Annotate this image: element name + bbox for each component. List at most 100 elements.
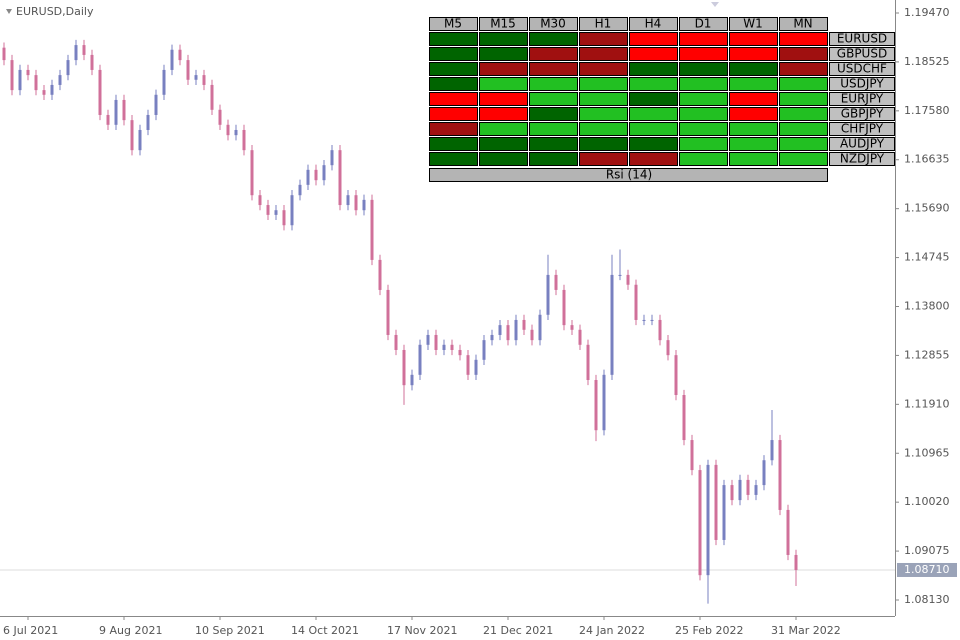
current-price-label: 1.08710 xyxy=(904,563,950,576)
y-tick-label: 1.12855 xyxy=(904,348,950,361)
candle-body xyxy=(538,314,542,341)
column-header-label: M30 xyxy=(540,17,566,31)
candle-body xyxy=(586,344,590,381)
signal-cell xyxy=(479,32,528,46)
signal-cell xyxy=(429,152,478,166)
signal-cell xyxy=(679,47,728,61)
signal-cell xyxy=(729,137,778,151)
x-tick-label: 25 Feb 2022 xyxy=(675,624,743,637)
candle-body xyxy=(338,150,342,206)
signal-cell xyxy=(729,47,778,61)
signal-cell xyxy=(729,92,778,106)
row-label: AUDJPY xyxy=(840,137,885,151)
signal-cell xyxy=(579,62,628,76)
candle-body xyxy=(514,319,518,341)
candle-body xyxy=(258,195,262,206)
candle-body xyxy=(210,84,214,110)
signal-cell xyxy=(529,152,578,166)
signal-cell xyxy=(629,152,678,166)
candle-body xyxy=(370,199,374,260)
candle-body xyxy=(610,274,614,375)
candle-body xyxy=(482,340,486,360)
candle-body xyxy=(546,274,550,315)
signal-cell xyxy=(579,107,628,121)
signal-cell xyxy=(629,92,678,106)
column-header xyxy=(429,17,478,31)
y-tick-label: 1.17580 xyxy=(904,104,950,117)
row-label: GBPUSD xyxy=(837,47,887,61)
candle-body xyxy=(690,440,694,471)
row-label-box xyxy=(829,107,895,121)
candle-body xyxy=(42,90,46,95)
signal-cell xyxy=(429,62,478,76)
candle-body xyxy=(362,199,366,211)
candle-body xyxy=(434,334,438,350)
signal-cell xyxy=(729,107,778,121)
signal-cell xyxy=(429,122,478,136)
candle-body xyxy=(66,60,70,76)
x-tick-label: 31 Mar 2022 xyxy=(771,624,841,637)
candle-body xyxy=(682,395,686,441)
x-tick-label: 6 Jul 2021 xyxy=(3,624,58,637)
candle-body xyxy=(490,334,494,341)
row-label: NZDJPY xyxy=(840,152,885,166)
signal-cell xyxy=(629,137,678,151)
candle-body xyxy=(186,60,190,80)
candle-body xyxy=(578,329,582,345)
column-header-label: H1 xyxy=(595,17,612,31)
signal-cell xyxy=(429,77,478,91)
candle-body xyxy=(450,344,454,350)
candle-body xyxy=(2,47,6,61)
x-tick-label: 9 Aug 2021 xyxy=(99,624,162,637)
signal-cell xyxy=(529,47,578,61)
signal-cell xyxy=(779,77,828,91)
candle-body xyxy=(106,114,110,125)
candle-body xyxy=(242,129,246,151)
column-header-label: W1 xyxy=(743,17,763,31)
signal-cell xyxy=(579,47,628,61)
signal-cell xyxy=(429,92,478,106)
signal-cell xyxy=(579,77,628,91)
candle-body xyxy=(642,319,646,321)
x-tick-label: 21 Dec 2021 xyxy=(483,624,553,637)
collapse-arrow[interactable] xyxy=(6,9,12,14)
candle-body xyxy=(658,319,662,341)
y-tick-label: 1.11910 xyxy=(904,397,950,410)
y-tick-label: 1.14745 xyxy=(904,251,950,264)
candle-body xyxy=(226,124,230,136)
candle-body xyxy=(770,440,774,461)
candle-body xyxy=(730,485,734,501)
x-tick-label: 17 Nov 2021 xyxy=(387,624,457,637)
candle-body xyxy=(114,99,118,125)
candle-body xyxy=(506,325,510,341)
candle-body xyxy=(290,195,294,226)
signal-cell xyxy=(729,62,778,76)
x-tick-label: 10 Sep 2021 xyxy=(195,624,265,637)
row-label-box xyxy=(829,137,895,151)
signal-cell xyxy=(479,152,528,166)
signal-cell xyxy=(679,62,728,76)
row-label: EURUSD xyxy=(837,32,887,46)
candle-body xyxy=(170,49,174,70)
candle-body xyxy=(202,75,206,85)
y-tick-label: 1.19470 xyxy=(904,6,950,19)
signal-cell xyxy=(529,122,578,136)
signal-cell xyxy=(779,62,828,76)
candle-body xyxy=(458,349,462,356)
candle-body xyxy=(602,374,606,431)
signal-cell xyxy=(629,77,678,91)
candle-body xyxy=(322,165,326,181)
signal-cell xyxy=(729,32,778,46)
candle-body xyxy=(194,75,198,80)
candle-body xyxy=(82,45,86,55)
y-tick-label: 1.10965 xyxy=(904,446,950,459)
signal-cell xyxy=(529,137,578,151)
column-header xyxy=(479,17,528,31)
y-tick-label: 1.10020 xyxy=(904,495,950,508)
candle-body xyxy=(162,69,166,95)
candle-body xyxy=(674,355,678,396)
row-label-box xyxy=(829,47,895,61)
candle-body xyxy=(74,45,78,61)
candle-body xyxy=(698,470,702,576)
